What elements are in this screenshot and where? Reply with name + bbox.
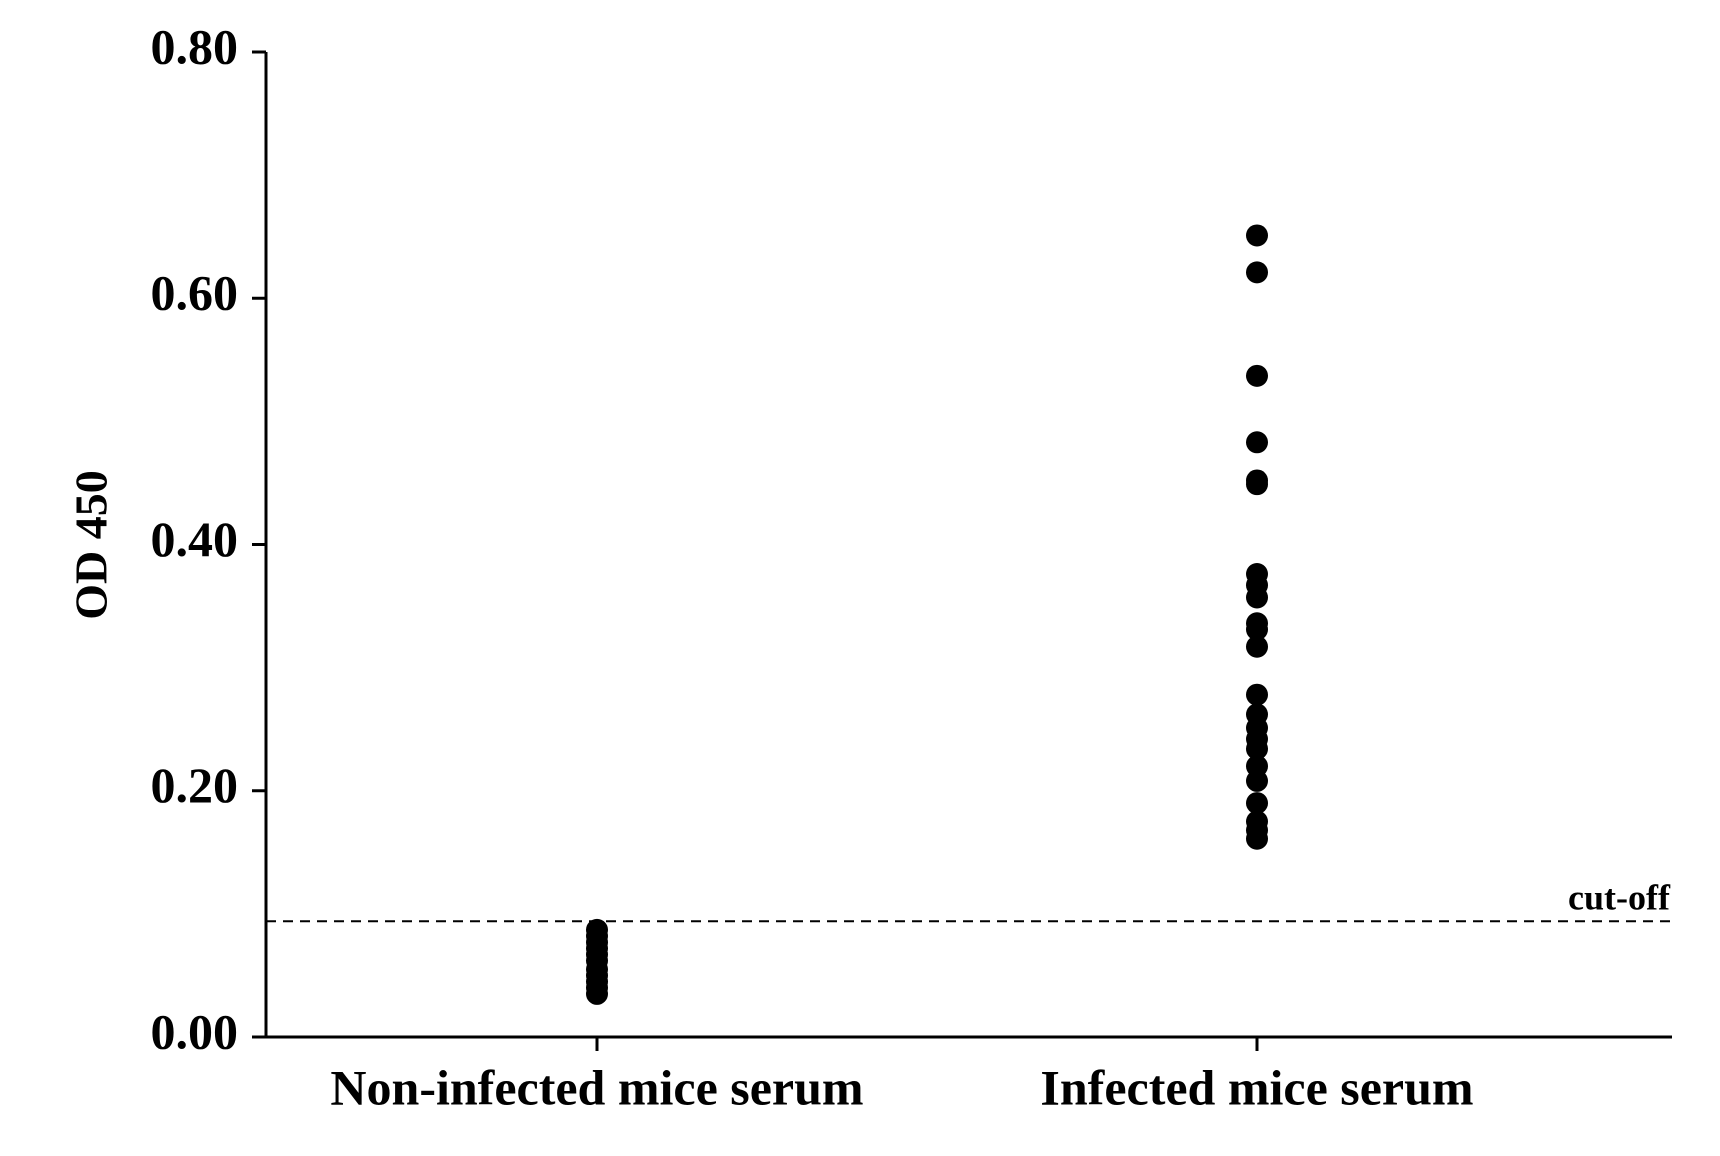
data-point [586,982,608,1005]
data-point [1246,769,1268,792]
y-tick-label: 0.20 [151,757,239,813]
data-point [1246,473,1268,496]
data-point [1246,586,1268,609]
data-point [1246,364,1268,387]
y-tick-label: 0.40 [151,511,239,567]
data-point [1246,635,1268,658]
y-axis-label: OD 450 [66,470,117,620]
data-point [1246,618,1268,641]
data-point [1246,827,1268,850]
data-point [1246,683,1268,706]
x-tick-label: Infected mice serum [1040,1059,1473,1115]
y-tick-label: 0.00 [151,1003,239,1059]
data-point [1246,431,1268,454]
data-point [1246,737,1268,760]
y-tick-label: 0.80 [151,18,239,74]
x-tick-label: Non-infected mice serum [330,1059,863,1115]
cutoff-label: cut-off [1568,878,1671,918]
data-point [1246,792,1268,815]
data-point [1246,261,1268,284]
data-point [1246,224,1268,247]
y-tick-label: 0.60 [151,265,239,321]
